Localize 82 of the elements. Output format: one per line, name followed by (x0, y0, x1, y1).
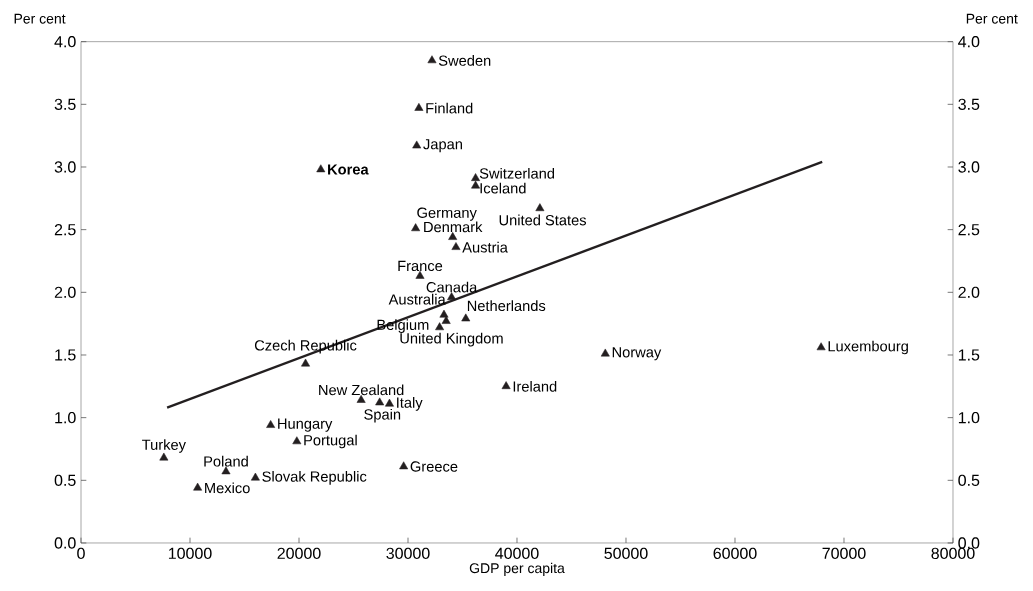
y-axis-title: Per cent (14, 13, 66, 24)
point (471, 180, 481, 189)
point (266, 420, 276, 428)
annotation: United States (499, 214, 587, 226)
point (451, 242, 461, 250)
y-tick-label: 4.0 (54, 36, 76, 48)
annotation: Turkey (142, 439, 186, 453)
annotation: Greece (410, 461, 458, 472)
x-tick-label: 50000 (604, 547, 648, 560)
point (385, 398, 394, 407)
annotation: Luxembourg (828, 340, 908, 355)
x-tick-label: 0 (77, 547, 85, 560)
point (427, 55, 437, 64)
annotation: Finland (426, 102, 473, 114)
y2-tick-label: 3.5 (958, 98, 980, 110)
y2-tick-label: 1.5 (958, 349, 980, 361)
y-tick-label: 2.5 (54, 224, 76, 236)
point (399, 461, 409, 470)
annotation: Spain (364, 408, 401, 423)
point (435, 322, 445, 331)
x-tick-label: 70000 (822, 547, 866, 560)
y-tick-label: 0.0 (54, 537, 76, 549)
point (535, 203, 545, 212)
point (412, 140, 422, 149)
x-tick-label: 40000 (495, 547, 539, 560)
annotation: Norway (612, 347, 662, 361)
y2-axis-title: Per cent (966, 13, 1018, 24)
annotation: Portugal (304, 434, 357, 449)
point (816, 342, 826, 351)
point (250, 472, 260, 481)
x-axis-title: GDP per capita (469, 562, 565, 576)
annotation: France (398, 260, 443, 272)
annotation: United Kingdom (400, 332, 503, 347)
annotation: Mexico (205, 482, 250, 494)
y2-tick-label: 0.5 (958, 474, 980, 486)
x-tick-label: 30000 (386, 547, 430, 560)
y2-tick-label: 2.5 (958, 224, 980, 236)
point (461, 313, 471, 322)
y-tick-label: 3.5 (54, 98, 76, 110)
y2-tick-label: 1.0 (958, 412, 980, 424)
annotation: Denmark (424, 221, 483, 233)
y2-tick-label: 2.0 (958, 286, 980, 298)
point (471, 173, 481, 181)
annotation: Slovak Republic (262, 470, 367, 485)
point (292, 436, 302, 445)
y2-tick-label: 3.0 (958, 161, 980, 173)
y2-tick-label: 4.0 (958, 36, 980, 48)
annotation: Switzerland (479, 167, 555, 179)
annotation: Canada (426, 281, 478, 293)
point (414, 103, 424, 111)
annotation: Iceland (480, 182, 526, 194)
annotation: Netherlands (467, 300, 546, 312)
annotation: Sweden (438, 55, 491, 66)
annotation: Germany (417, 207, 477, 221)
point (439, 309, 449, 318)
x-tick-label: 60000 (713, 547, 757, 560)
x-tick-label: 80000 (931, 547, 975, 560)
y-tick-label: 0.5 (54, 474, 76, 486)
point (316, 164, 326, 173)
point (301, 358, 310, 367)
point (375, 397, 385, 406)
annotation: Korea (328, 164, 369, 175)
y2-tick-label: 0.0 (958, 537, 980, 549)
point (501, 381, 511, 389)
y-tick-label: 2.0 (54, 286, 76, 298)
annotation: Hungary (278, 418, 333, 432)
annotation: Austria (462, 241, 508, 253)
x-tick-label: 10000 (168, 547, 212, 560)
annotation: Poland (204, 455, 248, 467)
point (411, 223, 421, 232)
y-tick-label: 1.5 (55, 349, 76, 361)
annotation: Japan (423, 139, 462, 153)
annotation: Italy (397, 397, 423, 411)
x-tick-label: 20000 (277, 547, 321, 560)
annotation: New Zealand (319, 384, 404, 396)
point (193, 482, 203, 491)
y-tick-label: 1.0 (55, 412, 76, 424)
annotation: Ireland (513, 380, 557, 392)
point (441, 316, 451, 324)
point (600, 348, 610, 357)
annotation: Australia (388, 293, 446, 305)
y-tick-label: 3.0 (54, 161, 76, 173)
